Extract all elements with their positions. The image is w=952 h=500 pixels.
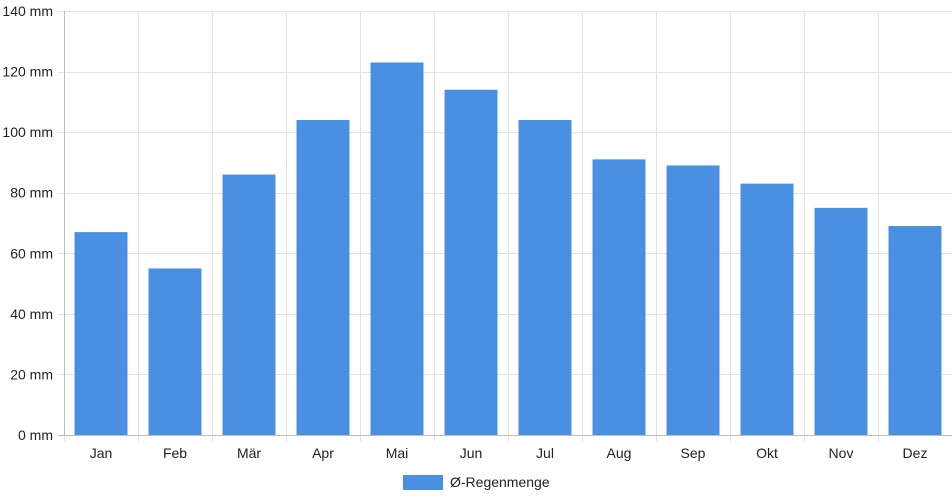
y-tick-label: 100 mm (2, 124, 53, 140)
bar-jun (444, 89, 498, 435)
x-tick-label: Aug (607, 445, 632, 461)
x-tick-label: Jun (460, 445, 483, 461)
bar-okt (740, 183, 794, 435)
legend-label: Ø-Regenmenge (450, 474, 550, 490)
bar-apr (296, 120, 350, 436)
bar-dez (888, 226, 942, 435)
x-tick-label: Jan (90, 445, 113, 461)
y-tick-label: 20 mm (10, 366, 53, 382)
y-tick-label: 120 mm (2, 64, 53, 80)
x-tick-label: Mai (386, 445, 409, 461)
x-tick-label: Sep (681, 445, 706, 461)
x-tick-label: Dez (903, 445, 928, 461)
x-tick-label: Okt (756, 445, 778, 461)
bar-jan (74, 232, 128, 435)
x-tick-label: Apr (312, 445, 334, 461)
grid-lines (58, 11, 952, 441)
y-tick-label: 80 mm (10, 185, 53, 201)
x-tick-labels: Jan Feb Mär Apr Mai Jun Jul Aug Sep Okt Nov Dez (90, 445, 928, 461)
y-tick-labels: 0 mm 20 mm 40 mm 60 mm 80 mm 100 mm 120 mm 140 … (2, 3, 53, 443)
x-tick-label: Nov (829, 445, 854, 461)
x-tick-label: Mär (237, 445, 261, 461)
y-tick-label: 140 mm (2, 3, 53, 19)
legend-swatch (403, 475, 443, 490)
y-tick-label: 0 mm (18, 427, 53, 443)
y-tick-label: 60 mm (10, 245, 53, 261)
y-tick-label: 40 mm (10, 306, 53, 322)
bars (74, 62, 942, 436)
bar-mai (370, 62, 424, 435)
bar-feb (148, 268, 202, 435)
bar-sep (666, 165, 720, 435)
x-tick-label: Jul (536, 445, 554, 461)
x-tick-label: Feb (163, 445, 187, 461)
bar-jul (518, 120, 572, 436)
bar-mär (222, 174, 276, 436)
bar-nov (814, 207, 868, 435)
axes (58, 11, 952, 436)
legend: Ø-Regenmenge (403, 474, 550, 490)
bar-aug (592, 159, 646, 435)
